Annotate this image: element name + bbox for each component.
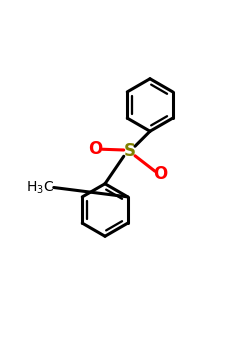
Text: O: O — [88, 140, 102, 158]
Text: O: O — [153, 165, 167, 183]
Text: H$_3$C: H$_3$C — [26, 179, 54, 196]
Text: S: S — [124, 142, 136, 160]
